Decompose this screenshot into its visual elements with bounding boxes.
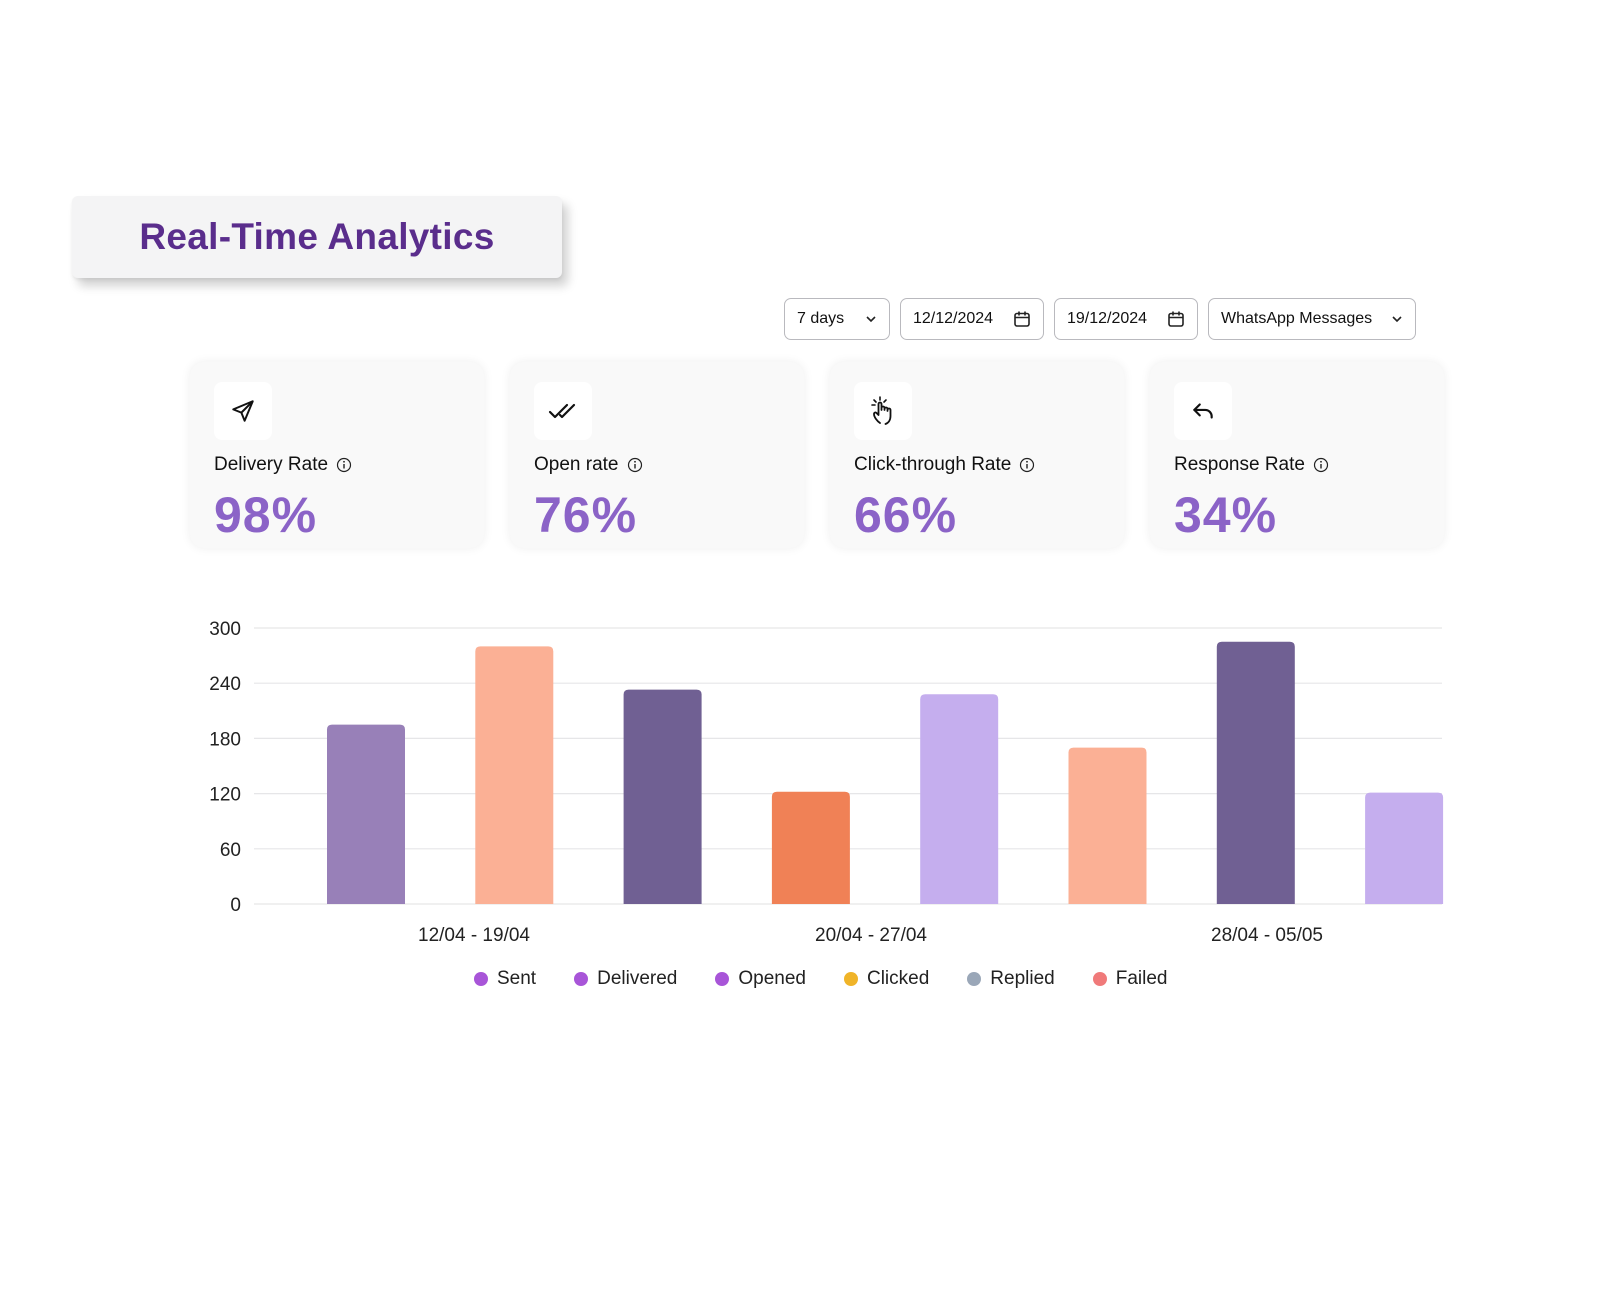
- chart-legend: Sent Delivered Opened Clicked Replied Fa…: [474, 968, 1167, 990]
- y-tick-label: 240: [209, 674, 241, 695]
- info-icon[interactable]: [627, 457, 643, 473]
- page-title: Real-Time Analytics: [139, 216, 495, 257]
- click-hand-icon: [871, 396, 892, 425]
- legend-item-replied[interactable]: Replied: [967, 968, 1055, 990]
- bar-chart: 0 60 120 180 240 300 12/04 - 19/04 20/04 - 27/0…: [209, 619, 1444, 946]
- legend-dot: [967, 972, 982, 986]
- legend-dot: [574, 972, 589, 986]
- bar: [771, 791, 850, 904]
- metric-label: Delivery Rate: [214, 454, 352, 476]
- metric-value: 76%: [534, 487, 638, 543]
- legend-label: Opened: [738, 968, 806, 989]
- legend-item-delivered[interactable]: Delivered: [574, 968, 677, 990]
- icon-box: [854, 382, 912, 440]
- y-tick-label: 0: [230, 895, 241, 916]
- range-select-label: 7 days: [797, 310, 845, 327]
- bar: [1068, 747, 1147, 904]
- metric-card-open: Open rate 76%: [510, 362, 804, 548]
- metric-label: Open rate: [534, 454, 643, 476]
- metric-label-text: Delivery Rate: [214, 454, 329, 475]
- metric-label-text: Click-through Rate: [854, 454, 1012, 475]
- legend-dot: [474, 972, 488, 986]
- calendar-icon: [1014, 311, 1030, 327]
- bar: [623, 689, 702, 904]
- icon-box: [534, 382, 592, 440]
- y-tick-label: 120: [209, 785, 241, 806]
- metric-label: Response Rate: [1174, 454, 1329, 476]
- legend-label: Failed: [1115, 968, 1168, 989]
- legend-label: Replied: [990, 968, 1055, 989]
- calendar-icon: [1168, 311, 1184, 327]
- legend-dot: [843, 972, 858, 986]
- end-date-field[interactable]: 19/12/2024: [1054, 298, 1198, 340]
- bar: [1365, 792, 1444, 904]
- double-check-icon: [548, 403, 576, 419]
- legend-dot: [1092, 972, 1107, 986]
- icon-box: [214, 382, 272, 440]
- legend-label: Sent: [497, 968, 537, 989]
- chevron-down-icon: [866, 316, 876, 323]
- metric-label-text: Response Rate: [1174, 454, 1305, 475]
- metric-label: Click-through Rate: [854, 454, 1035, 476]
- metric-card-delivery: Delivery Rate 98%: [190, 362, 484, 548]
- bar: [920, 694, 999, 904]
- metric-label-text: Open rate: [534, 454, 619, 475]
- y-tick-label: 300: [209, 619, 241, 640]
- x-category-label: 12/04 - 19/04: [418, 925, 530, 946]
- metric-card-response: Response Rate 34%: [1150, 362, 1444, 548]
- start-date-field[interactable]: 12/12/2024: [900, 298, 1044, 340]
- end-date-value: 19/12/2024: [1067, 310, 1148, 327]
- legend-item-clicked[interactable]: Clicked: [843, 968, 930, 990]
- metric-card-click-through: Click-through Rate 66%: [830, 362, 1124, 548]
- legend-label: Clicked: [866, 968, 930, 989]
- reply-icon: [1193, 403, 1213, 419]
- x-category-label: 28/04 - 05/05: [1211, 925, 1323, 946]
- legend-item-opened[interactable]: Opened: [715, 968, 806, 990]
- legend-item-failed[interactable]: Failed: [1092, 968, 1168, 990]
- legend-label: Delivered: [597, 968, 678, 989]
- y-tick-label: 180: [209, 729, 241, 750]
- legend-item-sent[interactable]: Sent: [474, 968, 536, 990]
- range-select[interactable]: 7 days: [784, 298, 890, 340]
- channel-select[interactable]: WhatsApp Messages: [1208, 298, 1416, 340]
- chevron-down-icon: [1392, 316, 1402, 323]
- start-date-value: 12/12/2024: [913, 310, 994, 327]
- metric-value: 98%: [214, 487, 318, 543]
- info-icon[interactable]: [336, 457, 352, 473]
- icon-box: [1174, 382, 1232, 440]
- bar: [475, 646, 554, 904]
- legend-dot: [715, 972, 730, 986]
- bar: [327, 724, 405, 904]
- info-icon[interactable]: [1313, 457, 1329, 473]
- title-card: Real-Time Analytics: [72, 196, 562, 278]
- send-icon: [232, 400, 254, 422]
- bar: [1216, 641, 1295, 904]
- metric-value: 66%: [854, 487, 958, 543]
- metric-value: 34%: [1174, 487, 1278, 543]
- info-icon[interactable]: [1019, 457, 1035, 473]
- y-tick-label: 60: [220, 840, 241, 861]
- channel-select-label: WhatsApp Messages: [1221, 310, 1373, 327]
- x-category-label: 20/04 - 27/04: [815, 925, 927, 946]
